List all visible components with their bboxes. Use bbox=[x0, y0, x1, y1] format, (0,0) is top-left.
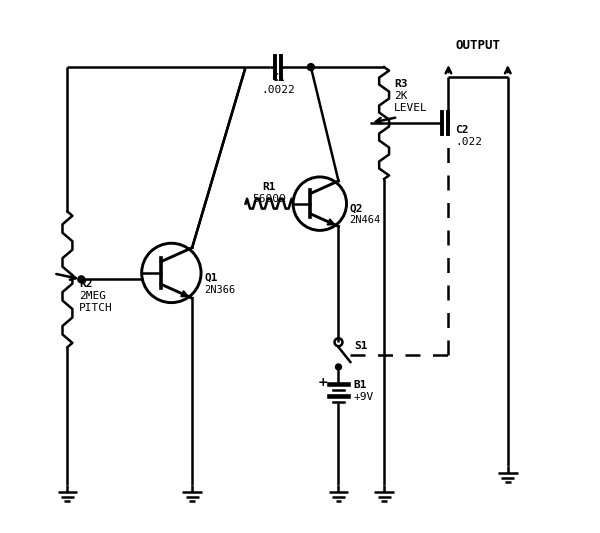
Text: LEVEL: LEVEL bbox=[394, 103, 428, 112]
Text: .0022: .0022 bbox=[262, 85, 295, 95]
Text: 2N366: 2N366 bbox=[204, 285, 235, 295]
Text: +: + bbox=[317, 376, 328, 389]
Text: C2: C2 bbox=[455, 125, 469, 135]
Circle shape bbox=[307, 63, 314, 70]
Text: 2K: 2K bbox=[394, 91, 407, 101]
Text: 2MEG: 2MEG bbox=[79, 291, 106, 301]
Text: S1: S1 bbox=[355, 341, 368, 351]
Text: B1: B1 bbox=[353, 379, 367, 390]
Text: 5600Ω: 5600Ω bbox=[253, 193, 286, 204]
Text: +9V: +9V bbox=[353, 392, 374, 401]
Circle shape bbox=[335, 364, 341, 370]
Text: 2N464: 2N464 bbox=[349, 215, 381, 225]
Text: Q1: Q1 bbox=[204, 273, 218, 283]
Text: R1: R1 bbox=[263, 182, 276, 192]
Text: Q2: Q2 bbox=[349, 204, 363, 214]
Text: OUTPUT: OUTPUT bbox=[455, 39, 500, 52]
Text: R3: R3 bbox=[394, 79, 407, 89]
Text: PITCH: PITCH bbox=[79, 303, 113, 313]
Text: .022: .022 bbox=[455, 137, 482, 147]
Text: R2: R2 bbox=[79, 279, 93, 289]
Text: C1: C1 bbox=[271, 73, 285, 83]
Circle shape bbox=[78, 276, 85, 283]
